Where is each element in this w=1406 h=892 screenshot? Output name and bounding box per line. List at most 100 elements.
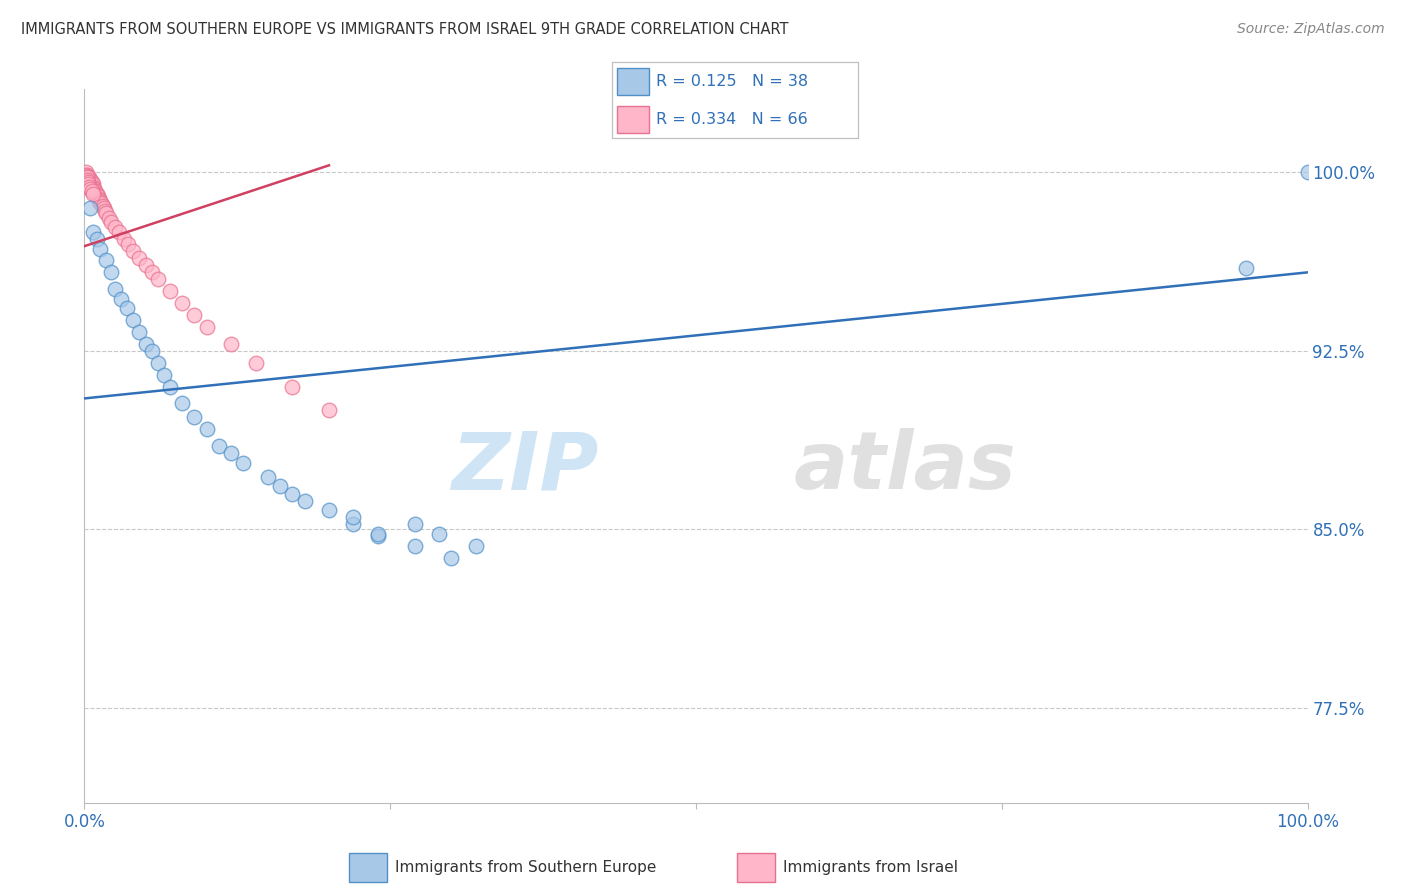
Point: [80, 185, 103, 199]
Point: [75, 168, 97, 182]
Point: [232, 456, 254, 470]
Point: [100, 215, 122, 229]
Point: [110, 292, 132, 306]
Point: [77, 172, 100, 186]
Point: [87, 194, 110, 208]
Point: [342, 517, 364, 532]
Point: [76, 168, 98, 182]
Point: [84, 186, 107, 201]
Point: [146, 356, 169, 370]
Point: [83, 182, 105, 196]
Point: [83, 185, 105, 199]
Point: [87, 189, 110, 203]
Point: [342, 510, 364, 524]
Point: [76, 175, 98, 189]
Point: [76, 172, 98, 186]
Point: [404, 539, 426, 553]
Text: Immigrants from Southern Europe: Immigrants from Southern Europe: [395, 860, 657, 875]
Point: [87, 192, 110, 206]
Bar: [617, 105, 648, 133]
Point: [1236, 260, 1258, 275]
Point: [82, 186, 104, 201]
Point: [89, 242, 111, 256]
Point: [172, 396, 194, 410]
Bar: [349, 854, 387, 881]
Text: R = 0.334   N = 66: R = 0.334 N = 66: [655, 112, 807, 127]
Point: [427, 527, 450, 541]
Text: R = 0.125   N = 38: R = 0.125 N = 38: [655, 74, 808, 89]
Point: [77, 172, 100, 186]
Point: [159, 379, 181, 393]
Point: [80, 178, 103, 192]
Point: [195, 320, 218, 334]
Point: [94, 203, 117, 218]
Point: [76, 170, 98, 185]
Point: [93, 201, 115, 215]
Point: [117, 236, 139, 251]
Bar: [737, 854, 775, 881]
Point: [208, 439, 231, 453]
Point: [146, 272, 169, 286]
Point: [89, 196, 111, 211]
Point: [86, 189, 108, 203]
Point: [79, 178, 101, 192]
Point: [281, 379, 304, 393]
Point: [96, 253, 118, 268]
Point: [367, 529, 389, 543]
Point: [281, 486, 304, 500]
Text: Immigrants from Israel: Immigrants from Israel: [783, 860, 957, 875]
Point: [80, 175, 103, 189]
Point: [82, 225, 104, 239]
Point: [172, 296, 194, 310]
Point: [86, 232, 108, 246]
Point: [128, 325, 150, 339]
Point: [245, 356, 267, 370]
Point: [77, 178, 100, 192]
Point: [367, 527, 389, 541]
Point: [79, 175, 101, 189]
Point: [141, 343, 163, 358]
Point: [112, 232, 135, 246]
Point: [76, 170, 98, 185]
Point: [79, 172, 101, 186]
Point: [294, 493, 316, 508]
Point: [104, 282, 127, 296]
Point: [219, 336, 242, 351]
Point: [135, 258, 157, 272]
Point: [107, 225, 129, 239]
Point: [318, 403, 340, 417]
Point: [77, 175, 100, 189]
Point: [122, 244, 145, 258]
Point: [76, 172, 98, 186]
Point: [141, 265, 163, 279]
Point: [269, 479, 291, 493]
Point: [404, 517, 426, 532]
Point: [75, 170, 97, 185]
Point: [122, 313, 145, 327]
Point: [159, 285, 181, 299]
Point: [318, 503, 340, 517]
Point: [257, 470, 280, 484]
Point: [79, 182, 101, 196]
Text: IMMIGRANTS FROM SOUTHERN EUROPE VS IMMIGRANTS FROM ISRAEL 9TH GRADE CORRELATION : IMMIGRANTS FROM SOUTHERN EUROPE VS IMMIG…: [21, 22, 789, 37]
Text: atlas: atlas: [794, 428, 1017, 507]
Point: [79, 201, 101, 215]
Point: [90, 196, 112, 211]
Point: [77, 179, 100, 194]
Point: [96, 206, 118, 220]
Point: [89, 194, 111, 208]
Point: [77, 175, 100, 189]
Text: Source: ZipAtlas.com: Source: ZipAtlas.com: [1237, 22, 1385, 37]
Point: [79, 179, 101, 194]
Point: [77, 170, 100, 185]
Point: [82, 178, 104, 192]
Point: [219, 446, 242, 460]
Point: [97, 211, 120, 225]
Point: [80, 179, 103, 194]
Point: [104, 220, 127, 235]
Point: [183, 410, 205, 425]
Point: [75, 165, 97, 179]
Point: [82, 179, 104, 194]
Point: [135, 336, 157, 351]
Point: [153, 368, 176, 382]
